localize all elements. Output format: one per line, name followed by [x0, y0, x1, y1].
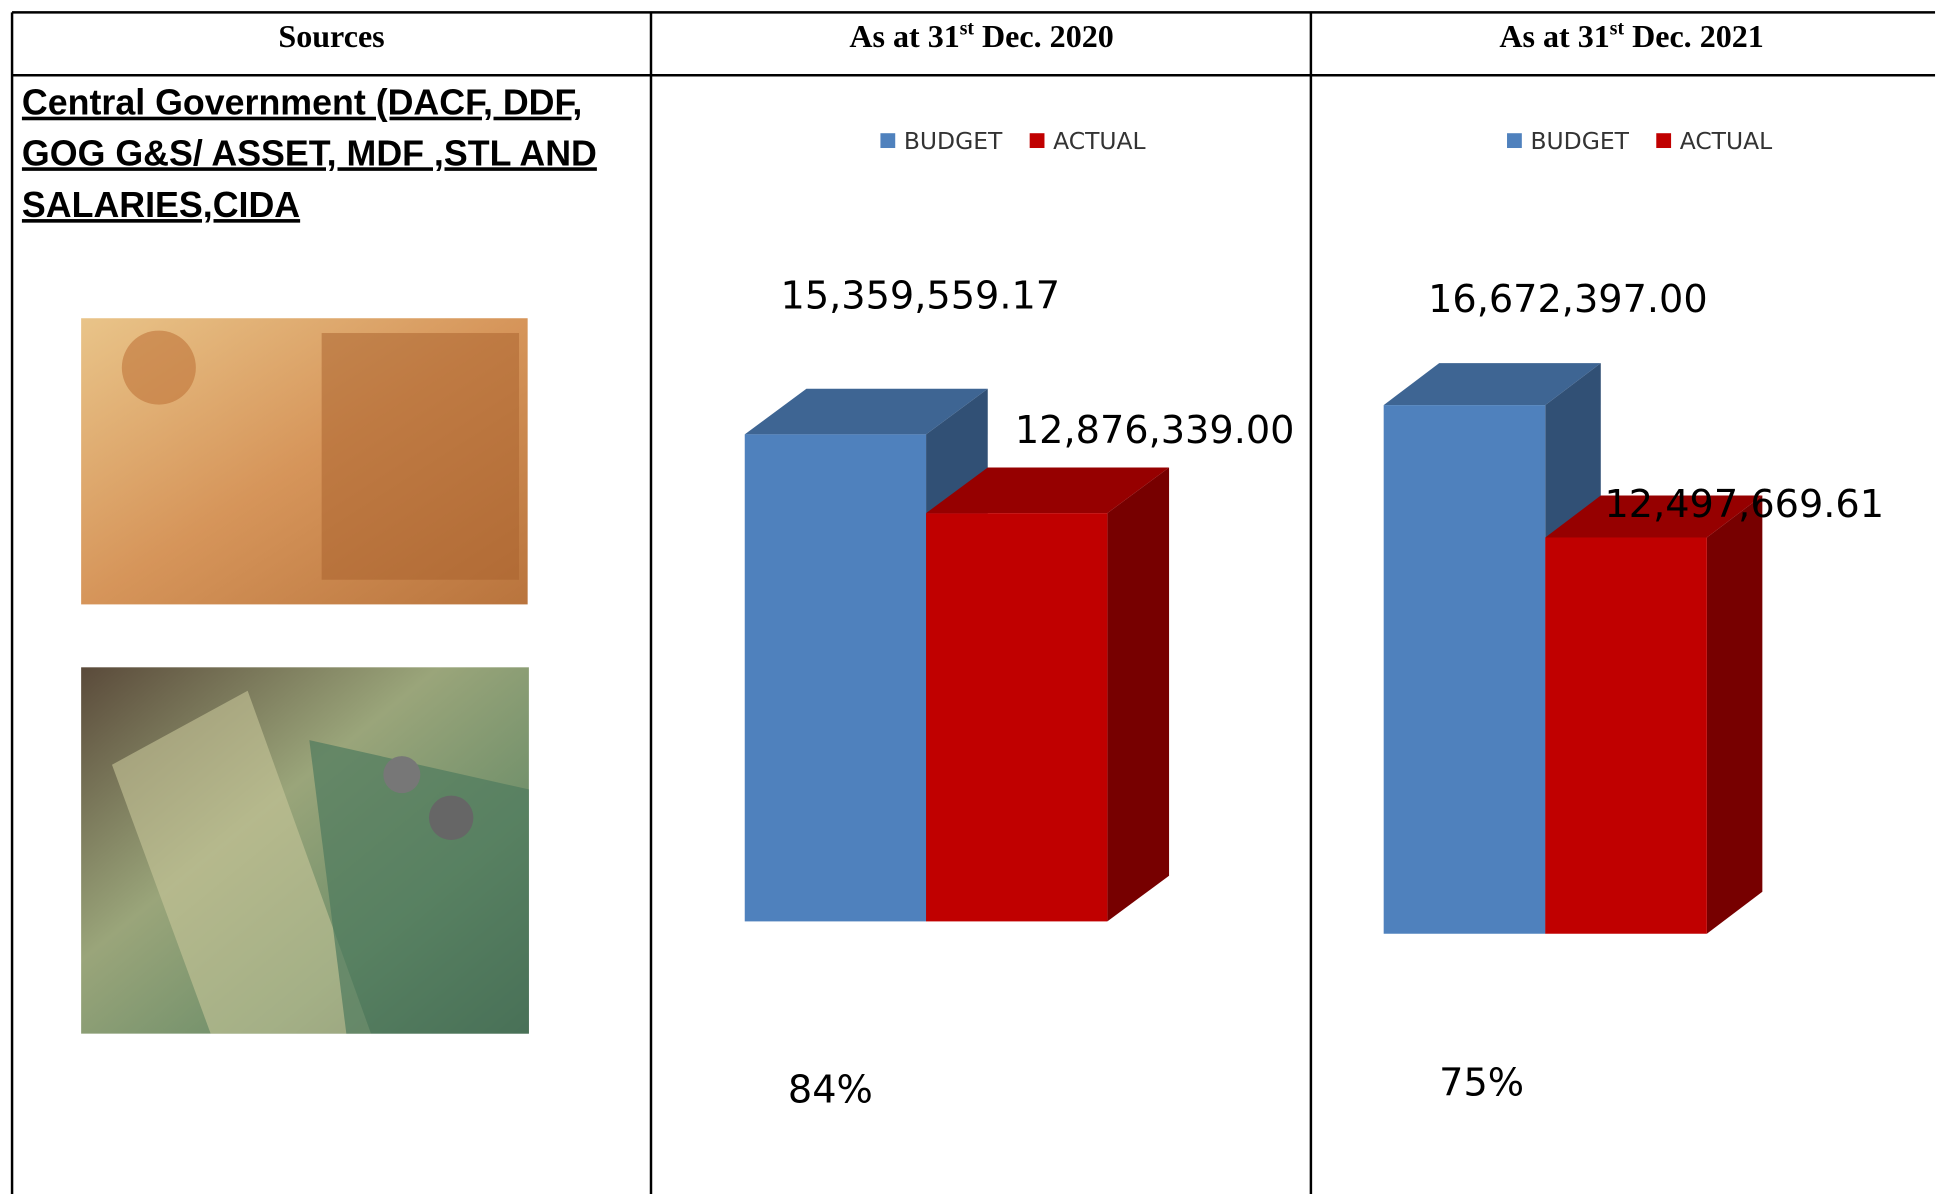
cash-image — [81, 667, 529, 1033]
legend-swatch — [1507, 133, 1522, 148]
legend-label: ACTUAL — [1680, 127, 1773, 155]
value-label: 16,672,397.00 — [1428, 278, 1708, 322]
legend-swatch — [880, 133, 895, 148]
legend-swatch — [1030, 133, 1045, 148]
header-sup: st — [960, 18, 975, 40]
value-label: 15,359,559.17 — [781, 274, 1061, 318]
value-label: 12,876,339.00 — [1015, 409, 1295, 453]
header-text: As at 31 — [1499, 18, 1609, 54]
source-line: SALARIES,CIDA — [22, 185, 300, 225]
legend-label: BUDGET — [1530, 127, 1629, 155]
bar — [1545, 537, 1707, 933]
bar — [1384, 405, 1546, 934]
bar-side — [1707, 496, 1763, 934]
percentage: 84% — [788, 1069, 873, 1113]
legend-label: BUDGET — [904, 127, 1003, 155]
source-line: GOG G&S/ ASSET, MDF ,STL AND — [22, 133, 597, 173]
banknote-image — [81, 318, 528, 604]
source-line: Central Government (DACF, DDF, — [22, 83, 582, 123]
value-label: 12,497,669.61 — [1604, 483, 1884, 527]
header-sup: st — [1610, 18, 1625, 40]
header-text: As at 31 — [849, 18, 959, 54]
page: Sources As at 31st Dec. 2020 As at 31st … — [0, 0, 1936, 1194]
header-text: Dec. 2020 — [974, 18, 1114, 54]
bar — [745, 434, 926, 921]
header-sources: Sources — [278, 18, 384, 54]
header-2021: As at 31st Dec. 2021 — [1499, 18, 1763, 54]
legend-swatch — [1656, 133, 1671, 148]
header-2020: As at 31st Dec. 2020 — [849, 18, 1113, 54]
legend-label: ACTUAL — [1053, 127, 1146, 155]
percentage: 75% — [1439, 1061, 1524, 1105]
header-text: Dec. 2021 — [1624, 18, 1764, 54]
bar-side — [1107, 467, 1169, 921]
bar — [926, 513, 1107, 921]
